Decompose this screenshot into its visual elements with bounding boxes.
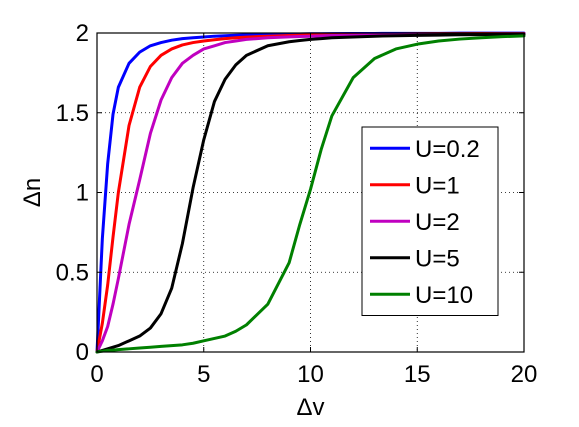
y-tick-label: 2 <box>76 20 89 47</box>
x-tick-label: 0 <box>90 361 103 388</box>
axis-ticks: 0 5 10 15 20 0 0.5 1 1.5 2 <box>56 20 538 388</box>
y-tick-label: 1 <box>76 180 89 207</box>
legend-label-1: U=1 <box>415 172 460 199</box>
y-tick-label: 0 <box>76 339 89 366</box>
series-line-4 <box>95 34 526 354</box>
y-axis-label: Δn <box>19 178 46 207</box>
x-axis-label: Δv <box>296 394 324 421</box>
series-line-3 <box>95 32 526 354</box>
legend-label-0: U=0.2 <box>415 136 480 163</box>
y-tick-label: 1.5 <box>56 100 89 127</box>
legend-label-3: U=5 <box>415 245 460 272</box>
data-series <box>95 31 526 354</box>
x-tick-label: 20 <box>511 361 538 388</box>
legend-label-4: U=10 <box>415 282 473 309</box>
legend-label-2: U=2 <box>415 209 460 236</box>
y-tick-label: 0.5 <box>56 259 89 286</box>
legend: U=0.2 U=1 U=2 U=5 U=10 <box>361 126 499 316</box>
x-tick-label: 15 <box>404 361 431 388</box>
x-tick-label: 10 <box>297 361 324 388</box>
x-tick-label: 5 <box>197 361 210 388</box>
